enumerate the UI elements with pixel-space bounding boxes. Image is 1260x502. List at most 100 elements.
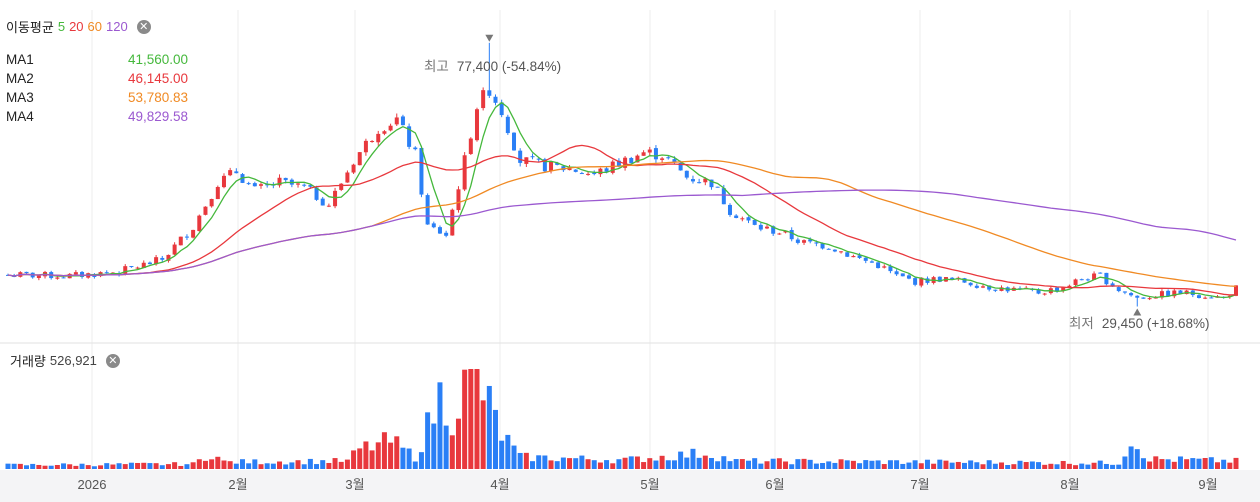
volume-bar [820, 463, 826, 469]
candle-body [752, 219, 757, 225]
volume-bar [1159, 459, 1165, 469]
candle-body [993, 289, 998, 291]
volume-bar [622, 457, 628, 469]
volume-bar [752, 458, 758, 469]
volume-bar [567, 458, 573, 469]
candle-body [820, 243, 825, 249]
candle-body [283, 177, 288, 181]
volume-bar [943, 460, 949, 469]
volume-bar [1097, 460, 1103, 469]
volume-bar [406, 448, 412, 469]
candle-body [320, 198, 325, 206]
volume-bar [246, 463, 252, 469]
ma-row-value: 46,145.00 [127, 71, 188, 86]
volume-bar [992, 463, 998, 469]
volume-bar [585, 459, 591, 469]
candle-body [1122, 291, 1127, 293]
volume-bar [894, 460, 900, 469]
candle-body [61, 277, 66, 279]
volume-bar [1079, 463, 1085, 469]
close-icon[interactable]: ✕ [105, 353, 120, 368]
volume-bar [980, 464, 986, 469]
volume-bar [104, 463, 110, 469]
ma-row-value: 53,780.83 [127, 90, 188, 105]
volume-bar [357, 448, 363, 469]
volume-bar [875, 460, 881, 469]
candle-body [505, 116, 510, 134]
x-tick-label: 8월 [1060, 477, 1079, 492]
volume-bar [17, 463, 23, 469]
volume-bar [443, 425, 449, 469]
volume-bar [289, 462, 295, 469]
candle-body [727, 204, 732, 215]
volume-bar [610, 463, 616, 469]
x-tick-label: 5월 [640, 477, 659, 492]
volume-bar [684, 457, 690, 469]
volume-bar [1116, 464, 1122, 469]
ma-row: MA4 49,829.58 [6, 109, 188, 128]
volume-bar [135, 462, 141, 469]
candle-body [869, 261, 874, 263]
candle-body [1067, 285, 1072, 288]
candle-body [666, 157, 671, 159]
candle-body [357, 152, 362, 166]
candle-body [431, 223, 436, 228]
candle-body [765, 226, 770, 229]
x-tick-label: 4월 [490, 477, 509, 492]
volume-bar [36, 464, 42, 469]
candle-body [703, 178, 708, 183]
candle-body [777, 233, 782, 235]
volume-bar [165, 464, 171, 469]
volume-bar [437, 382, 443, 469]
ma-period-5: 5 [57, 19, 66, 34]
low-value: 29,450 (+18.68%) [1101, 316, 1210, 331]
volume-bar [320, 460, 326, 469]
candle-body [555, 162, 560, 165]
ma-legend-title: 이동평균 [6, 20, 54, 35]
close-icon[interactable]: ✕ [136, 19, 151, 34]
candle-body [308, 185, 313, 187]
candle-body [734, 215, 739, 219]
volume-bar [530, 461, 536, 469]
volume-bar [1190, 458, 1196, 469]
candle-body [882, 266, 887, 268]
volume-bar [758, 463, 764, 469]
volume-bar [11, 463, 17, 469]
volume-bar [955, 461, 961, 469]
volume-bar [536, 455, 542, 469]
candle-body [512, 132, 517, 151]
volume-bar [61, 463, 67, 469]
candle-body [709, 179, 714, 188]
candle-body [376, 133, 381, 143]
candle-body [468, 138, 473, 154]
volume-bar [857, 463, 863, 469]
candle-body [1135, 295, 1140, 298]
volume-bar [184, 464, 190, 469]
ma-legend-header: 이동평균 5 20 60 120 ✕ [6, 17, 151, 36]
volume-bar [42, 465, 48, 469]
candle-body [690, 179, 695, 182]
candle-body [80, 271, 85, 277]
volume-bar [1233, 457, 1239, 469]
volume-bar [1042, 464, 1048, 469]
high-label: 최고 [424, 59, 449, 74]
volume-bar [696, 457, 702, 469]
candle-body [1196, 295, 1201, 298]
ma-row: MA3 53,780.83 [6, 90, 188, 109]
low-annotation: 최저 29,450 (+18.68%) [1069, 312, 1210, 332]
volume-bar [591, 460, 597, 469]
candle-body [530, 156, 535, 158]
volume-title: 거래량 [10, 354, 46, 369]
volume-bar [455, 418, 461, 469]
candle-body [536, 158, 541, 160]
candle-body [166, 254, 171, 261]
ma-period-120: 120 [106, 19, 128, 34]
candle-body [610, 161, 615, 173]
volume-bar [67, 464, 73, 469]
high-marker-icon [485, 34, 494, 42]
candle-body [499, 102, 504, 116]
volume-bar [449, 435, 455, 469]
volume-bar [770, 458, 776, 469]
candle-body [980, 286, 985, 288]
